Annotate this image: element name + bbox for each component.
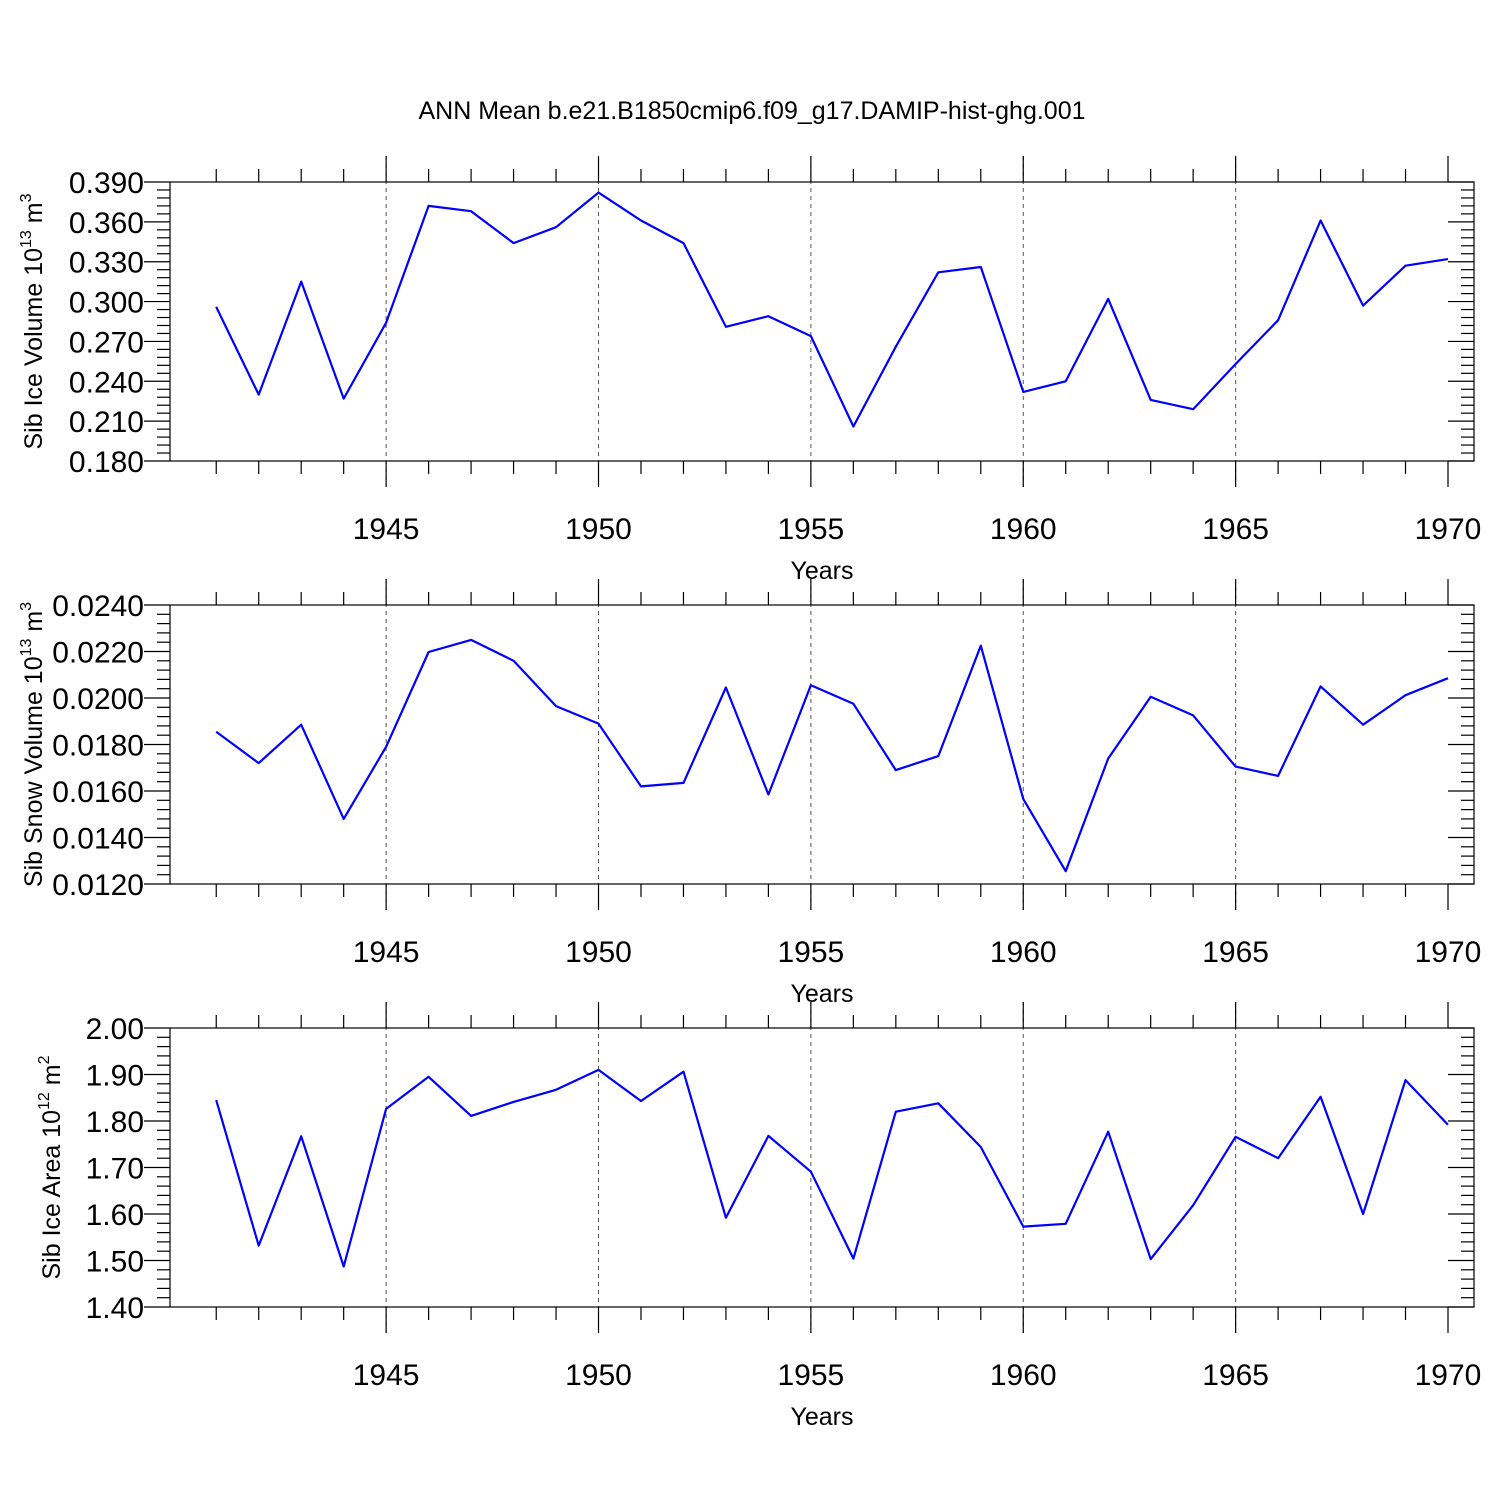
x-tick-label: 1945 [353, 936, 420, 969]
y-tick-label: 1.40 [86, 1292, 144, 1325]
x-tick-label: 1960 [990, 936, 1057, 969]
y-axis-label: Sib Ice Volume 1013 m3 [18, 193, 48, 449]
plot-frame [169, 181, 1475, 462]
y-tick-label: 0.180 [69, 446, 144, 479]
y-tick-label: 2.00 [86, 1013, 144, 1046]
x-tick-label: 1965 [1202, 936, 1269, 969]
x-tick-label: 1955 [778, 1359, 845, 1392]
y-tick-label: 0.0140 [52, 823, 144, 856]
x-tick-label: 1970 [1415, 936, 1482, 969]
plot-frame [169, 1027, 1475, 1308]
panel-1: 0.180 0.210 0.240 0.270 0.300 0.330 0.360 0.390… [18, 156, 1481, 585]
y-tick-label: 0.210 [69, 406, 144, 439]
y-axis-label-text: m [20, 611, 48, 639]
series-line [215, 1068, 1449, 1268]
y-axis-label-text: Sib Snow Volume 10 [20, 656, 48, 887]
x-tick-label: 1955 [778, 936, 845, 969]
x-tick-label: 1955 [778, 513, 845, 546]
y-axis-label: Sib Snow Volume 1013 m3 [18, 602, 48, 887]
y-tick-label: 0.0160 [52, 776, 144, 809]
panels-group: 0.180 0.210 0.240 0.270 0.300 0.330 0.360 0.390… [18, 156, 1481, 1431]
x-axis-label: Years [790, 980, 853, 1008]
x-tick-label: 1950 [565, 936, 632, 969]
x-tick-label: 1965 [1202, 513, 1269, 546]
y-axis-label-text: Sib Ice Volume 10 [20, 248, 48, 450]
y-tick-label: 1.60 [86, 1199, 144, 1232]
y-tick-label: 0.0120 [52, 869, 144, 902]
y-axis-label-text: Sib Ice Area 10 [38, 1110, 66, 1280]
y-tick-label: 0.330 [69, 247, 144, 280]
panel-2: 0.0120 0.0140 0.0160 0.0180 0.0200 0.0220 0.02… [18, 579, 1481, 1008]
y-tick-label: 0.360 [69, 207, 144, 240]
x-tick-label: 1960 [990, 513, 1057, 546]
panel-3: 1.40 1.50 1.60 1.70 1.80 1.90 2.00 1945 1950 1955… [36, 1002, 1481, 1431]
y-tick-label: 0.0220 [52, 637, 144, 670]
x-tick-label: 1970 [1415, 513, 1482, 546]
plot-frame [169, 604, 1475, 885]
y-tick-label: 0.270 [69, 326, 144, 359]
x-tick-label: 1960 [990, 1359, 1057, 1392]
y-axis-label-text: m [38, 1064, 66, 1092]
x-tick-label: 1950 [565, 513, 632, 546]
y-tick-label: 1.80 [86, 1106, 144, 1139]
x-axis-label: Years [790, 557, 853, 585]
y-axis-label-exponent: 2 [36, 1055, 53, 1064]
x-tick-label: 1945 [353, 513, 420, 546]
y-tick-label: 0.390 [69, 167, 144, 200]
x-tick-label: 1945 [353, 1359, 420, 1392]
y-tick-label: 1.90 [86, 1060, 144, 1093]
y-tick-label: 1.70 [86, 1153, 144, 1186]
y-tick-label: 0.0180 [52, 730, 144, 763]
y-tick-label: 0.240 [69, 366, 144, 399]
series-line [215, 191, 1449, 428]
y-axis-label-exponent: 13 [18, 638, 35, 656]
y-tick-label: 1.50 [86, 1246, 144, 1279]
y-axis-label-exponent: 3 [18, 193, 35, 202]
y-tick-label: 0.300 [69, 287, 144, 320]
x-tick-label: 1965 [1202, 1359, 1269, 1392]
y-axis-label-text: m [20, 202, 48, 230]
y-axis-label-exponent: 12 [36, 1092, 53, 1110]
chart-title: ANN Mean b.e21.B1850cmip6.f09_g17.DAMIP-… [418, 97, 1085, 125]
x-axis-label: Years [790, 1403, 853, 1431]
y-tick-label: 0.0240 [52, 590, 144, 623]
series-line [215, 638, 1449, 873]
x-tick-label: 1970 [1415, 1359, 1482, 1392]
y-axis-label-exponent: 13 [18, 230, 35, 248]
y-axis-label-exponent: 3 [18, 602, 35, 611]
y-axis-label: Sib Ice Area 1012 m2 [36, 1055, 66, 1279]
x-tick-label: 1950 [565, 1359, 632, 1392]
y-tick-label: 0.0200 [52, 683, 144, 716]
